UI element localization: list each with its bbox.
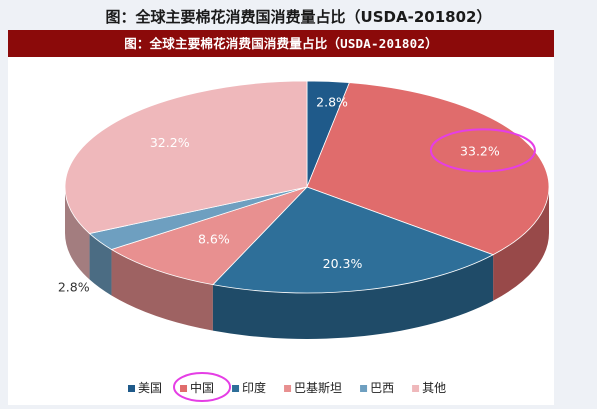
- legend-swatch-巴基斯坦: [284, 385, 292, 392]
- legend-swatch-印度: [232, 385, 240, 392]
- legend-label-巴西: 巴西: [370, 381, 394, 395]
- legend-swatch-巴西: [360, 385, 368, 392]
- pie-slice-巴基斯坦: [110, 186, 308, 286]
- legend-label-中国: 中国: [190, 380, 214, 395]
- legend: 美国 中国 印度 巴基斯坦 巴西 其他: [128, 380, 446, 395]
- legend-swatch-美国: [128, 385, 135, 392]
- data-label-其他: 32.2%: [150, 135, 190, 150]
- highlight-ring-label: [429, 128, 536, 173]
- data-label-印度: 20.3%: [323, 256, 363, 271]
- legend-swatch-其他: [412, 385, 420, 392]
- highlight-marks: [173, 128, 536, 402]
- pie-slice-其他: [64, 80, 308, 234]
- pie-slice-印度: [212, 186, 495, 294]
- data-label-巴基斯坦: 8.6%: [198, 232, 230, 247]
- pie-side-巴基斯坦: [111, 249, 213, 331]
- data-labels: 2.8% 33.2% 20.3% 8.6% 2.8% 32.2%: [58, 95, 500, 295]
- pie-side-印度: [212, 254, 494, 339]
- data-label-中国: 33.2%: [460, 143, 500, 158]
- data-label-美国: 2.8%: [316, 95, 348, 110]
- legend-label-其他: 其他: [422, 381, 446, 395]
- pie-side-巴西: [89, 233, 112, 296]
- legend-label-美国: 美国: [138, 381, 162, 395]
- legend-swatch-中国: [180, 385, 188, 392]
- pie-slices: [64, 80, 550, 294]
- pie-side-中国: [493, 187, 549, 301]
- highlight-ring-legend: [173, 372, 232, 402]
- chart-title-banner: 图：全球主要棉花消费国消费量占比（USDA-201802）: [8, 30, 554, 57]
- pie-sides: [65, 187, 549, 339]
- legend-label-巴基斯坦: 巴基斯坦: [294, 381, 342, 395]
- pie-side-其他: [65, 187, 90, 280]
- legend-label-印度: 印度: [242, 380, 266, 395]
- page-title: 图：全球主要棉花消费国消费量占比（USDA-201802）: [105, 8, 492, 26]
- data-label-巴西: 2.8%: [58, 280, 90, 295]
